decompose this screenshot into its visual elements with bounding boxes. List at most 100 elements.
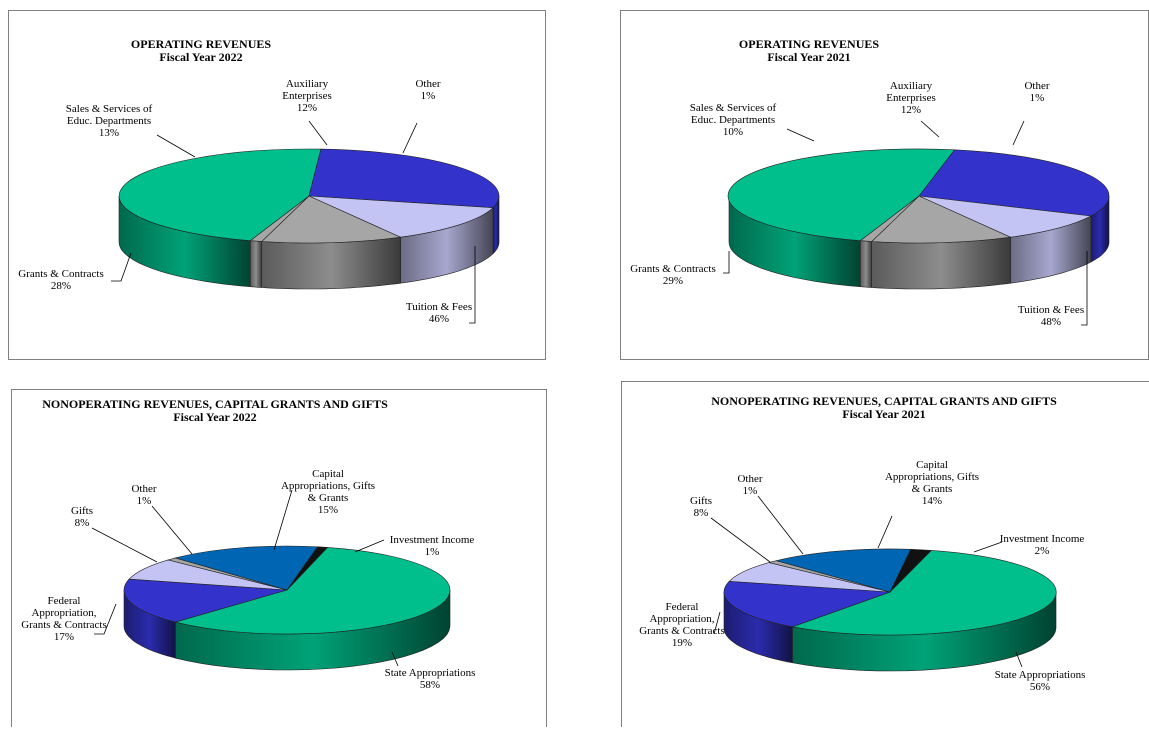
pie-slice-tuition-fees <box>118 148 322 242</box>
leader-line <box>877 515 893 549</box>
pie-side-other <box>860 240 872 288</box>
pie-slice-sales-services-of-educ-departments <box>308 195 494 238</box>
leader-line <box>354 539 385 553</box>
leader-line <box>786 128 815 142</box>
pie-slice-investment-income <box>889 548 932 593</box>
pie-slice-federal-appropriation-grants-contracts <box>723 580 891 628</box>
slice-name-label: State Appropriations <box>385 667 476 679</box>
chart-panel-nonoperating-2022: NONOPERATING REVENUES, CAPITAL GRANTS AN… <box>11 389 547 727</box>
pie-slice-state-appropriations <box>791 550 1057 636</box>
slice-value-label: 1% <box>137 495 152 507</box>
pie-slice-other <box>859 195 920 242</box>
slice-name-label: Auxiliary <box>890 80 933 92</box>
slice-name-label: Grants & Contracts <box>630 263 716 275</box>
slice-value-label: 58% <box>420 679 440 691</box>
slice-name-label: Other <box>737 473 762 485</box>
slice-name-label: Appropriations, Gifts <box>281 480 375 492</box>
pie-side-auxiliary-enterprises <box>261 236 401 290</box>
pie-side-walls <box>118 195 500 290</box>
slice-value-label: 14% <box>922 495 942 507</box>
slice-name-label: Grants & Contracts <box>18 268 104 280</box>
slice-name-label: Tuition & Fees <box>1018 304 1084 316</box>
slice-name-label: Sales & Services of <box>66 103 153 115</box>
chart-panel-operating-2021: OPERATING REVENUES Fiscal Year 2021 Tuitio… <box>620 10 1149 360</box>
chart-panel-operating-2022: OPERATING REVENUES Fiscal Year 2022 Tuitio… <box>8 10 546 360</box>
leader-line <box>920 120 940 138</box>
slice-value-label: 19% <box>672 637 692 649</box>
leader-line <box>402 122 418 154</box>
leader-line <box>1015 651 1023 668</box>
slice-name-label: Federal <box>666 601 699 613</box>
slice-value-label: 12% <box>297 102 317 114</box>
chart-subtitle: Fiscal Year 2021 <box>767 50 850 64</box>
slice-name-label: Educ. Departments <box>691 114 775 126</box>
leader-line <box>156 134 196 158</box>
pie-chart-nonoperating-2022: NONOPERATING REVENUES, CAPITAL GRANTS AN… <box>21 397 476 691</box>
slice-name-label: Capital <box>916 459 948 471</box>
slice-value-label: 56% <box>1030 681 1050 693</box>
slice-value-label: 1% <box>743 485 758 497</box>
slice-value-label: 1% <box>421 90 436 102</box>
slice-name-label: Enterprises <box>886 92 935 104</box>
slice-name-label: Tuition & Fees <box>406 301 472 313</box>
pie-side-other <box>250 240 262 288</box>
slice-name-label: Appropriations, Gifts <box>885 471 979 483</box>
slice-name-label: Investment Income <box>390 534 475 546</box>
pie-slice-auxiliary-enterprises <box>261 195 402 244</box>
slice-value-label: 1% <box>425 546 440 558</box>
chart-panel-nonoperating-2021: NONOPERATING REVENUES, CAPITAL GRANTS AN… <box>621 381 1149 727</box>
pie-slice-investment-income <box>286 546 329 591</box>
chart-title: NONOPERATING REVENUES, CAPITAL GRANTS AN… <box>711 394 1057 408</box>
pie-top <box>727 148 1110 244</box>
pie-side-walls <box>728 195 1110 290</box>
leader-line <box>973 541 1003 553</box>
pie-slice-sales-services-of-educ-departments <box>918 195 1092 238</box>
slice-name-label: Federal <box>48 595 81 607</box>
slice-value-label: 8% <box>75 517 90 529</box>
slice-name-label: & Grants <box>308 492 349 504</box>
slice-name-label: Appropriation, <box>649 613 714 625</box>
leader-line <box>469 246 476 324</box>
leader-line <box>273 489 293 551</box>
slice-name-label: Gifts <box>71 505 93 517</box>
pie-top <box>123 545 451 635</box>
pie-chart-nonoperating-2021: NONOPERATING REVENUES, CAPITAL GRANTS AN… <box>639 394 1086 693</box>
leader-line <box>94 603 117 635</box>
slice-value-label: 10% <box>723 126 743 138</box>
slice-name-label: Other <box>415 78 440 90</box>
chart-subtitle: Fiscal Year 2022 <box>159 50 242 64</box>
chart-subtitle: Fiscal Year 2021 <box>842 407 925 421</box>
slice-name-label: Sales & Services of <box>690 102 777 114</box>
leader-line <box>111 252 132 282</box>
leader-line <box>723 251 730 274</box>
chart-title: OPERATING REVENUES <box>131 37 271 51</box>
slice-value-label: 15% <box>318 504 338 516</box>
leader-line <box>757 495 804 555</box>
chart-title: OPERATING REVENUES <box>739 37 879 51</box>
slice-value-label: 17% <box>54 631 74 643</box>
pie-top <box>118 148 500 244</box>
slice-name-label: Grants & Contracts <box>21 619 107 631</box>
pie-slice-capital-appropriations-gifts-grants <box>174 545 319 591</box>
slice-name-label: State Appropriations <box>995 669 1086 681</box>
pie-slice-auxiliary-enterprises <box>871 195 1012 244</box>
leader-line <box>1012 120 1025 146</box>
slice-name-label: Investment Income <box>1000 533 1085 545</box>
pie-slice-federal-appropriation-grants-contracts <box>123 578 288 623</box>
slice-name-label: Other <box>131 483 156 495</box>
